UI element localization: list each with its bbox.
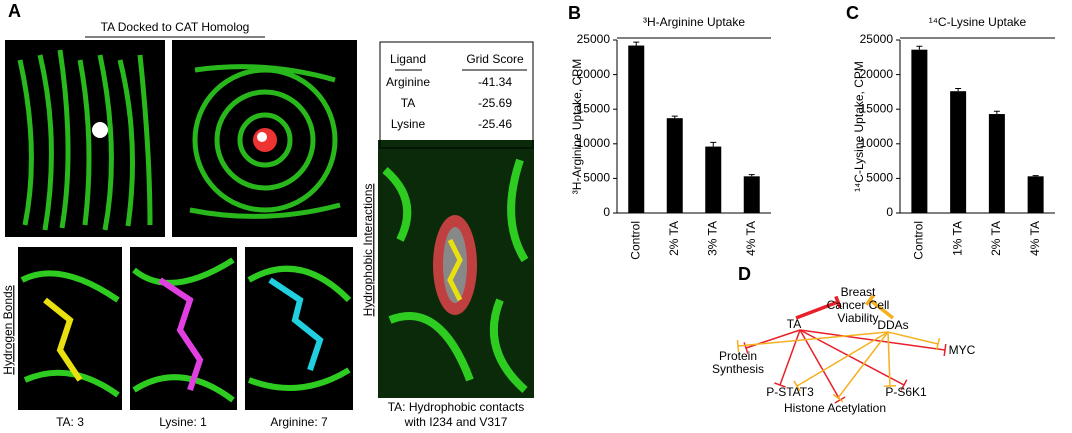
x-tick-label: Control [628,221,642,260]
chart: ³H-Arginine Uptake ³H-Arginine Uptake, CP… [570,15,771,260]
panel-title: TA Docked to CAT Homolog [101,20,250,34]
inhibition-bar [743,342,749,354]
bar [666,118,683,213]
bar [950,91,967,213]
inhibition-edge [837,331,889,399]
inhibition-bar [774,382,786,388]
y-axis-label: ³H-Arginine Uptake, CPM [570,59,584,194]
y-tick-label: 20000 [577,67,611,81]
score-table-frame [379,41,534,149]
x-tick-label: 4% TA [744,221,758,256]
caption: with I234 and V317 [404,415,508,429]
pathway-edges [736,294,947,404]
inhibition-edge [887,331,891,387]
y-tick-label: 0 [886,205,893,219]
inhibition-edge [799,329,841,401]
error-bar [993,110,1000,115]
bar [911,49,928,213]
chart-title: ¹⁴C-Lysine Uptake [929,15,1027,29]
bar [1027,176,1044,213]
inhibition-edge [796,331,889,387]
pathway-node: Cancer Cell [827,298,890,312]
caption: Arginine: 7 [270,415,328,429]
table-cell: -25.46 [478,117,512,131]
inhibition-bar [834,295,842,309]
error-bar [671,115,678,119]
error-bar [916,45,923,50]
y-tick-label: 10000 [577,136,611,150]
table-cell: Lysine [391,117,426,131]
y-tick-label: 0 [603,205,610,219]
y-tick-label: 15000 [577,101,611,115]
chart-title: ³H-Arginine Uptake [643,15,745,29]
y-tick-label: 20000 [860,67,894,81]
table-cell: -25.69 [478,96,512,110]
bar [988,114,1005,213]
caption: Lysine: 1 [159,415,207,429]
y-tick-label: 5000 [866,171,893,185]
side-label: Hydrophobic Interactions [361,184,375,317]
pathway-node: Protein [719,349,757,363]
table-header: Ligand [390,52,426,66]
table-cell: TA [401,96,415,110]
pathway-node: Breast [841,285,876,299]
inhibition-bar [864,294,876,306]
error-bar [1032,175,1039,177]
y-tick-label: 10000 [860,136,894,150]
bar [705,146,722,213]
pathway-node: P-STAT3 [766,385,814,399]
pathway-node: DDAs [877,318,908,332]
y-axis-label: ¹⁴C-Lysine Uptake, CPM [852,61,866,192]
x-tick-label: Control [912,221,926,260]
inhibition-bar [935,337,941,351]
inhibition-bar [736,339,740,353]
y-tick-label: 15000 [860,101,894,115]
inhibition-edge [868,298,895,320]
bar [628,45,645,214]
inhibition-bar [793,380,801,392]
x-tick-label: 2% TA [667,221,681,256]
inhibition-edge [887,331,939,345]
pathway-node: MYC [949,343,976,357]
inhibition-edge [795,300,839,320]
inhibition-edge [779,329,801,386]
table-cell: Arginine [386,75,430,89]
caption: TA: Hydrophobic contacts [388,400,525,414]
x-tick-label: 2% TA [989,221,1003,256]
error-bar [748,174,755,177]
panel-label: A [8,1,21,21]
pathway-node: Histone Acetylation [784,401,886,415]
error-bar [633,41,640,46]
x-tick-label: 4% TA [1028,221,1042,256]
error-bar [955,87,962,92]
protein-images [5,40,534,410]
pathway-node: TA [787,317,801,331]
inhibition-edge [799,329,946,351]
side-label: Hydrogen Bonds [1,285,15,374]
y-tick-label: 25000 [577,32,611,46]
table-cell: -41.34 [478,75,512,89]
panel-label: B [568,3,581,23]
pathway-node: Viability [837,311,878,325]
x-tick-label: 1% TA [950,221,964,256]
panel-label: C [846,3,859,23]
error-bar [710,141,717,147]
pathway-node: Synthesis [712,362,764,376]
inhibition-bar [943,343,947,357]
chart: ¹⁴C-Lysine Uptake ¹⁴C-Lysine Uptake, CPM 0… [852,15,1055,260]
x-tick-label: 3% TA [705,221,719,256]
caption: TA: 3 [56,415,84,429]
inhibition-edge [737,331,889,347]
pathway-node: P-S6K1 [885,385,927,399]
y-tick-label: 25000 [860,32,894,46]
bar [743,176,760,213]
inhibition-bar [900,379,908,391]
y-tick-label: 5000 [583,171,610,185]
table-header: Grid Score [466,52,524,66]
inhibition-edge [745,329,801,349]
inhibition-bar [832,393,844,403]
panel-label: D [738,264,751,284]
